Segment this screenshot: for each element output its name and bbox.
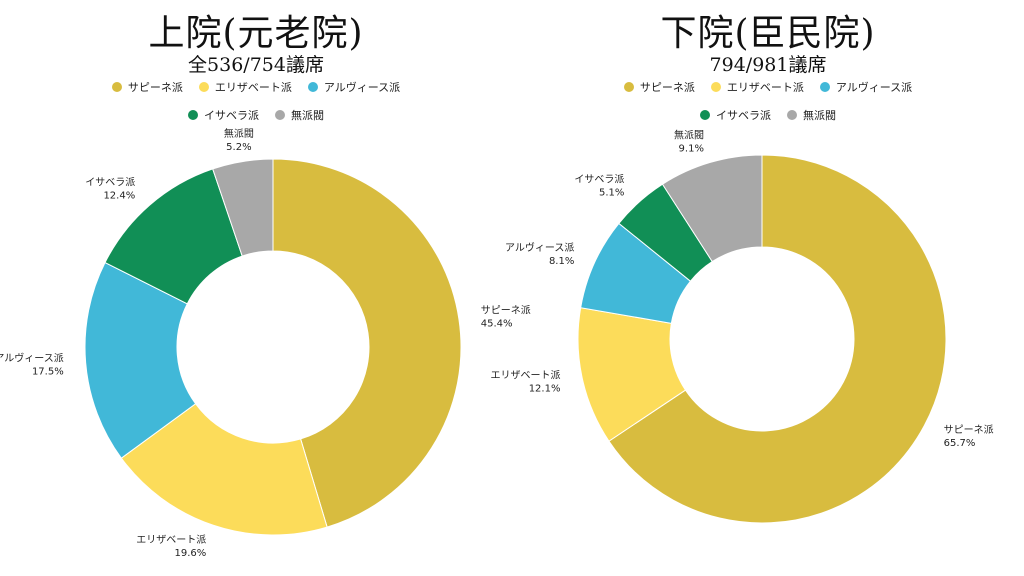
legend-dot-icon — [700, 110, 710, 120]
legend-item-alvis[interactable]: アルヴィース派 — [819, 79, 913, 95]
data-label-name: サピーネ派 — [481, 304, 531, 316]
chart-title: 上院(元老院) — [148, 13, 364, 54]
data-label-value: 19.6% — [175, 548, 207, 559]
data-label-value: 8.1% — [549, 256, 574, 267]
legend-label: アルヴィース派 — [835, 81, 913, 94]
legend-item-sapine[interactable]: サピーネ派 — [623, 79, 695, 95]
legend-dot-icon — [111, 82, 122, 92]
legend-dot-icon — [275, 110, 285, 120]
data-label-independent: 無派閥 9.1% — [674, 128, 704, 154]
donut-slice-elisabeth[interactable] — [120, 403, 328, 536]
data-label-name: アルヴィース派 — [505, 241, 574, 254]
legend-item-elisabeth[interactable]: エリザベート派 — [198, 79, 292, 95]
legend-label: イサベラ派 — [716, 109, 771, 122]
data-label-value: 12.4% — [103, 191, 135, 202]
data-label-name: アルヴィース派 — [0, 351, 64, 364]
legend-label: サピーネ派 — [127, 81, 183, 94]
donut-slice-sapine[interactable] — [608, 154, 947, 524]
legend-item-isabella[interactable]: イサベラ派 — [700, 107, 771, 123]
donut-slice-sapine[interactable] — [272, 158, 462, 528]
legend-label: アルヴィース派 — [323, 81, 401, 94]
legend-item-independent[interactable]: 無派閥 — [787, 107, 836, 123]
donut-chart-upper-house: サピーネ派 45.4% エリザベート派 19.6% アルヴィース派 17.5% イサベラ派 1… — [0, 127, 531, 559]
data-label-name: 無派閥 — [674, 128, 704, 141]
data-label-value: 65.7% — [944, 438, 976, 449]
legend-item-sapine[interactable]: サピーネ派 — [111, 79, 183, 95]
legend-row-2: イサベラ派 無派閥 — [0, 107, 512, 123]
donut-slice-alvis[interactable] — [84, 261, 197, 459]
data-label-value: 5.1% — [599, 188, 624, 199]
legend-item-isabella[interactable]: イサベラ派 — [188, 107, 259, 123]
legend-label: サピーネ派 — [639, 81, 695, 94]
data-label-independent: 無派閥 5.2% — [224, 127, 254, 153]
legend-item-alvis[interactable]: アルヴィース派 — [307, 79, 401, 95]
data-label-value: 5.2% — [226, 142, 251, 153]
data-label-isabella: イサベラ派 5.1% — [574, 174, 624, 199]
chart-panel-upper-house: 上院(元老院) 全536/754議席 サピーネ派 エリザベート派 アルヴィース派… — [0, 13, 531, 559]
chart-subtitle: 全536/754議席 — [188, 54, 324, 76]
data-label-value: 9.1% — [679, 143, 704, 154]
legend-dot-icon — [188, 110, 198, 120]
legend-item-elisabeth[interactable]: エリザベート派 — [710, 79, 804, 95]
legend-dot-icon — [198, 82, 209, 92]
data-label-alvis: アルヴィース派 17.5% — [0, 351, 64, 377]
data-label-elisabeth: エリザベート派 12.1% — [490, 370, 560, 395]
legend-label: イサベラ派 — [204, 109, 259, 122]
legend-dot-icon — [787, 110, 797, 120]
legend-row-2: イサベラ派 無派閥 — [512, 107, 1024, 123]
donut-chart-lower-house: サピーネ派 65.7% エリザベート派 12.1% アルヴィース派 8.1% イサベラ派 5.… — [490, 128, 994, 524]
data-label-name: サピーネ派 — [944, 424, 994, 436]
data-label-alvis: アルヴィース派 8.1% — [505, 241, 574, 267]
legend-dot-icon — [623, 82, 634, 92]
data-label-sapine: サピーネ派 45.4% — [481, 304, 531, 329]
legend-label: エリザベート派 — [214, 81, 292, 94]
data-label-isabella: イサベラ派 12.4% — [85, 177, 135, 202]
data-label-value: 12.1% — [529, 384, 561, 395]
data-label-name: エリザベート派 — [136, 534, 206, 546]
chart-title: 下院(臣民院) — [660, 13, 876, 54]
legend-dot-icon — [710, 82, 721, 92]
legend-dot-icon — [819, 82, 830, 92]
legend-label: 無派閥 — [803, 109, 836, 122]
data-label-elisabeth: エリザベート派 19.6% — [136, 534, 206, 559]
data-label-sapine: サピーネ派 65.7% — [944, 424, 994, 449]
legend-label: エリザベート派 — [726, 81, 804, 94]
legend: サピーネ派 エリザベート派 アルヴィース派 — [0, 79, 512, 95]
data-label-value: 17.5% — [32, 366, 64, 377]
data-label-name: 無派閥 — [224, 127, 254, 140]
legend: サピーネ派 エリザベート派 アルヴィース派 — [512, 79, 1024, 95]
data-label-name: イサベラ派 — [85, 177, 135, 189]
legend-item-independent[interactable]: 無派閥 — [275, 107, 324, 123]
legend-dot-icon — [307, 82, 318, 92]
donut-slice-independent[interactable] — [212, 158, 274, 257]
data-label-value: 45.4% — [481, 318, 513, 329]
donut-slice-independent[interactable] — [661, 154, 763, 263]
data-label-name: イサベラ派 — [574, 174, 624, 186]
legend-label: 無派閥 — [291, 109, 324, 122]
chart-subtitle: 794/981議席 — [709, 54, 827, 76]
data-label-name: エリザベート派 — [490, 370, 560, 382]
chart-panel-lower-house: 下院(臣民院) 794/981議席 サピーネ派 エリザベート派 アルヴィース派 … — [490, 0, 1024, 576]
